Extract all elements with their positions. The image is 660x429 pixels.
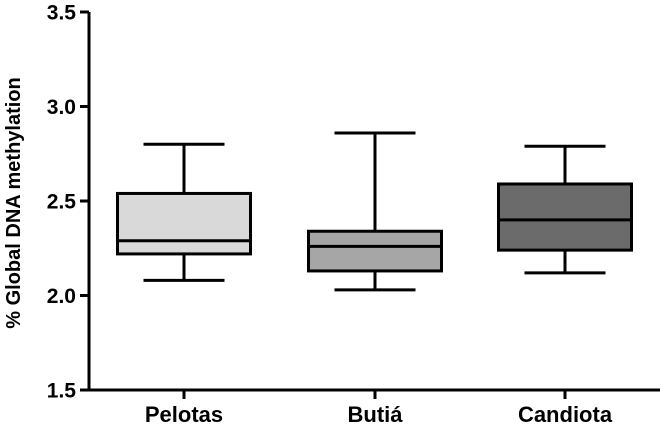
box-butia — [307, 131, 443, 292]
iqr-box — [116, 191, 252, 256]
y-axis-title: % Global DNA methylation — [3, 77, 25, 329]
y-tick-label: 2.5 — [47, 191, 77, 214]
y-tick-label: 3.0 — [47, 96, 76, 119]
boxes — [116, 131, 633, 292]
y-tick-label: 1.5 — [47, 380, 77, 403]
iqr-box — [497, 182, 633, 252]
y-tick-label: 2.0 — [47, 285, 76, 308]
x-category-label: Candiota — [518, 402, 613, 427]
x-axis: Pelotas Butiá Candiota — [87, 388, 660, 427]
box-pelotas — [116, 142, 252, 282]
x-category-label: Butiá — [348, 402, 404, 427]
x-category-label: Pelotas — [145, 402, 223, 427]
box-candiota — [497, 144, 633, 275]
y-axis: 1.5 2.0 2.5 3.0 3.5 — [47, 2, 91, 403]
iqr-box — [307, 229, 443, 273]
y-tick-label: 3.5 — [47, 2, 77, 25]
